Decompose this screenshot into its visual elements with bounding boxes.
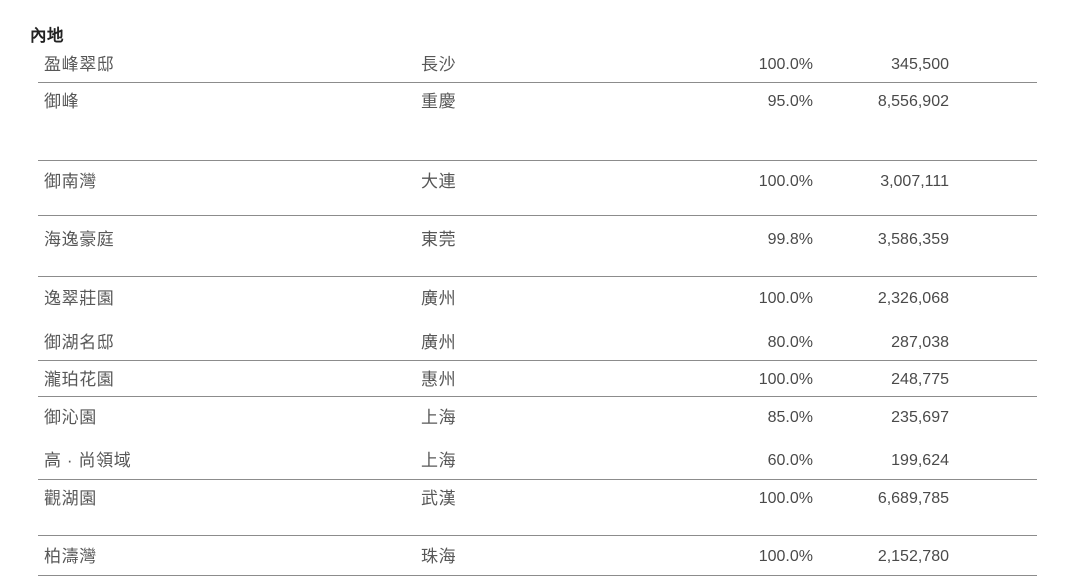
row-divider [38, 160, 1037, 161]
cell-project-name: 高 · 尚領域 [44, 451, 132, 470]
cell-project-name: 觀湖園 [44, 489, 97, 508]
row-divider [38, 276, 1037, 277]
table-row: 御湖名邸 廣州 80.0% 287,038 [0, 328, 1080, 358]
cell-amount: 3,586,359 [877, 231, 949, 248]
row-divider [38, 575, 1037, 576]
cell-interest-pct: 95.0% [767, 93, 813, 110]
cell-city: 重慶 [421, 92, 457, 111]
cell-interest-pct: 100.0% [758, 290, 813, 307]
cell-city: 惠州 [421, 370, 457, 389]
cell-city: 珠海 [421, 547, 457, 566]
cell-amount: 3,007,111 [880, 173, 949, 190]
cell-project-name: 逸翠莊園 [44, 289, 115, 308]
cell-amount: 248,775 [891, 371, 949, 388]
cell-city: 大連 [421, 172, 457, 191]
row-divider [38, 479, 1037, 480]
cell-project-name: 御沁園 [44, 408, 97, 427]
cell-city: 廣州 [421, 289, 457, 308]
table-row: 盈峰翠邸 長沙 100.0% 345,500 [0, 50, 1080, 80]
table-row: 高 · 尚領域 上海 60.0% 199,624 [0, 446, 1080, 476]
cell-interest-pct: 100.0% [758, 490, 813, 507]
table-row: 逸翠莊園 廣州 100.0% 2,326,068 [0, 284, 1080, 314]
row-divider [38, 215, 1037, 216]
cell-interest-pct: 100.0% [758, 371, 813, 388]
table-row: 御沁園 上海 85.0% 235,697 [0, 403, 1080, 433]
cell-interest-pct: 100.0% [758, 56, 813, 73]
cell-interest-pct: 100.0% [758, 173, 813, 190]
cell-city: 東莞 [421, 230, 457, 249]
table-row: 瀧珀花園 惠州 100.0% 248,775 [0, 365, 1080, 395]
cell-amount: 2,152,780 [877, 548, 949, 565]
row-divider [38, 535, 1037, 536]
cell-amount: 2,326,068 [877, 290, 949, 307]
cell-amount: 6,689,785 [877, 490, 949, 507]
table-row: 觀湖園 武漢 100.0% 6,689,785 [0, 484, 1080, 514]
cell-city: 武漢 [421, 489, 457, 508]
cell-interest-pct: 80.0% [767, 334, 813, 351]
cell-interest-pct: 85.0% [767, 409, 813, 426]
table-row: 柏濤灣 珠海 100.0% 2,152,780 [0, 542, 1080, 572]
cell-project-name: 盈峰翠邸 [44, 55, 115, 74]
cell-interest-pct: 99.8% [767, 231, 813, 248]
cell-amount: 287,038 [891, 334, 949, 351]
table-row: 海逸豪庭 東莞 99.8% 3,586,359 [0, 225, 1080, 255]
cell-amount: 199,624 [891, 452, 949, 469]
cell-city: 上海 [421, 451, 457, 470]
cell-project-name: 海逸豪庭 [44, 230, 115, 249]
cell-amount: 8,556,902 [877, 93, 949, 110]
cell-amount: 235,697 [891, 409, 949, 426]
table-row: 御南灣 大連 100.0% 3,007,111 [0, 167, 1080, 197]
cell-interest-pct: 100.0% [758, 548, 813, 565]
cell-project-name: 御峰 [44, 92, 80, 111]
cell-project-name: 御湖名邸 [44, 333, 115, 352]
cell-city: 上海 [421, 408, 457, 427]
row-divider [38, 82, 1037, 83]
cell-city: 廣州 [421, 333, 457, 352]
row-divider [38, 396, 1037, 397]
section-heading: 內地 [30, 27, 64, 45]
cell-city: 長沙 [421, 55, 457, 74]
cell-project-name: 御南灣 [44, 172, 97, 191]
cell-project-name: 柏濤灣 [44, 547, 97, 566]
row-divider [38, 360, 1037, 361]
cell-interest-pct: 60.0% [767, 452, 813, 469]
cell-project-name: 瀧珀花園 [44, 370, 115, 389]
cell-amount: 345,500 [891, 56, 949, 73]
table-row: 御峰 重慶 95.0% 8,556,902 [0, 87, 1080, 117]
